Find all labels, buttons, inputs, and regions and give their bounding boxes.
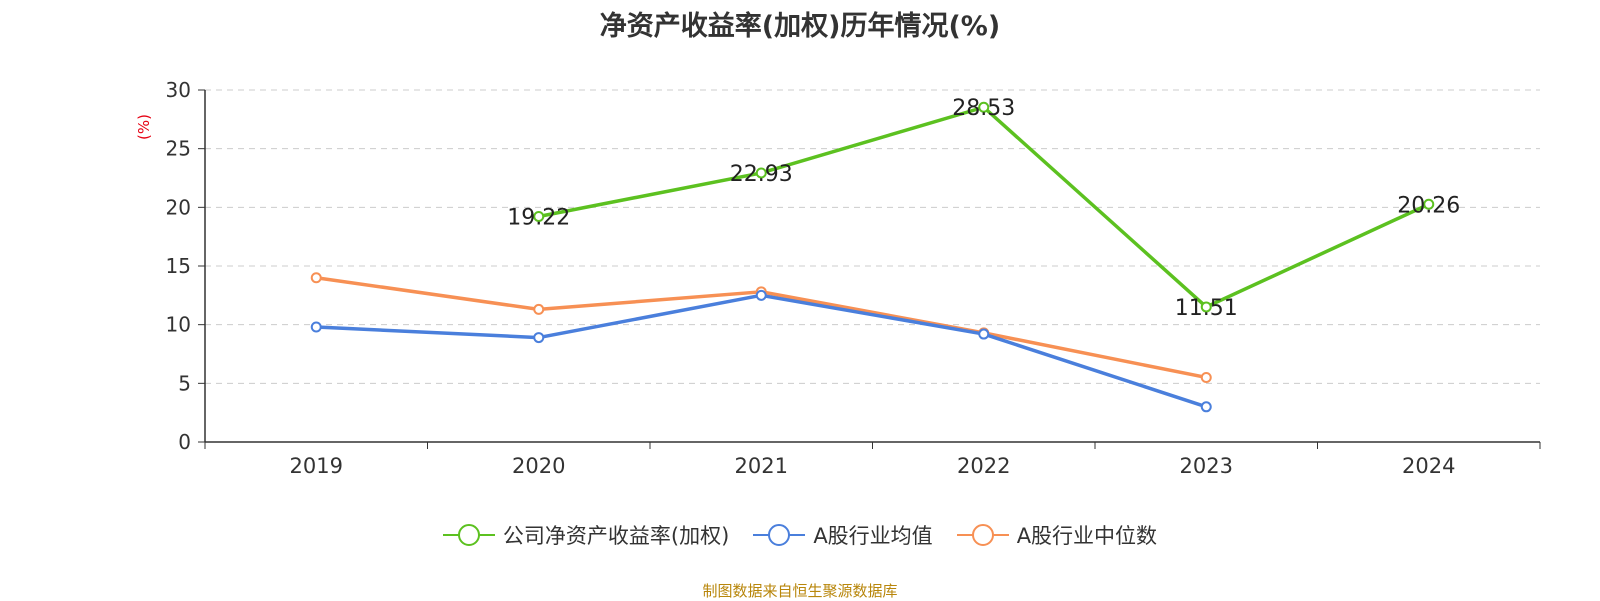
data-point xyxy=(533,332,545,344)
legend-label: A股行业均值 xyxy=(813,524,933,548)
data-point xyxy=(1200,301,1212,313)
y-axis-label: (%) xyxy=(135,114,153,140)
legend-label: 公司净资产收益率(加权) xyxy=(502,524,730,548)
data-point xyxy=(978,101,990,113)
x-tick-label: 2022 xyxy=(957,454,1010,478)
legend-line-circle-icon xyxy=(753,523,806,547)
data-point xyxy=(533,303,545,315)
legend: 公司净资产收益率(加权) A股行业均值 A股行业中位数 xyxy=(0,520,1600,550)
y-tick-label: 20 xyxy=(166,195,191,219)
data-label: 20.26 xyxy=(1397,193,1460,218)
data-label: 22.93 xyxy=(730,162,793,187)
x-tick-label: 2020 xyxy=(512,454,565,478)
data-point xyxy=(1423,198,1435,210)
y-tick-label: 30 xyxy=(166,78,191,102)
data-point xyxy=(310,272,322,284)
legend-line-circle-icon xyxy=(442,523,495,547)
data-point xyxy=(1200,371,1212,383)
data-point xyxy=(755,167,767,179)
data-point xyxy=(533,210,545,222)
y-tick-label: 15 xyxy=(166,254,191,278)
x-tick-label: 2019 xyxy=(290,454,343,478)
y-tick-label: 25 xyxy=(166,137,191,161)
x-tick-label: 2021 xyxy=(735,454,788,478)
data-point xyxy=(1200,401,1212,413)
data-point xyxy=(978,328,990,340)
legend-item-industry-median[interactable]: A股行业中位数 xyxy=(956,520,1158,550)
chart-title: 净资产收益率(加权)历年情况(%) xyxy=(599,11,1001,42)
x-tick-label: 2024 xyxy=(1402,454,1455,478)
data-label: 28.53 xyxy=(952,96,1015,121)
data-point xyxy=(755,289,767,301)
x-tick-label: 2023 xyxy=(1180,454,1233,478)
legend-item-industry-mean[interactable]: A股行业均值 xyxy=(753,520,933,550)
data-label: 19.22 xyxy=(507,205,570,230)
y-tick-label: 10 xyxy=(166,313,191,337)
legend-label: A股行业中位数 xyxy=(1016,524,1158,548)
y-tick-label: 5 xyxy=(178,371,191,395)
data-source-note: 制图数据来自恒生聚源数据库 xyxy=(702,582,898,600)
data-label: 11.51 xyxy=(1175,296,1238,321)
legend-line-circle-icon xyxy=(956,523,1009,547)
y-tick-label: 0 xyxy=(178,430,191,454)
data-point xyxy=(310,321,322,333)
legend-item-company-roe[interactable]: 公司净资产收益率(加权) xyxy=(442,520,730,550)
